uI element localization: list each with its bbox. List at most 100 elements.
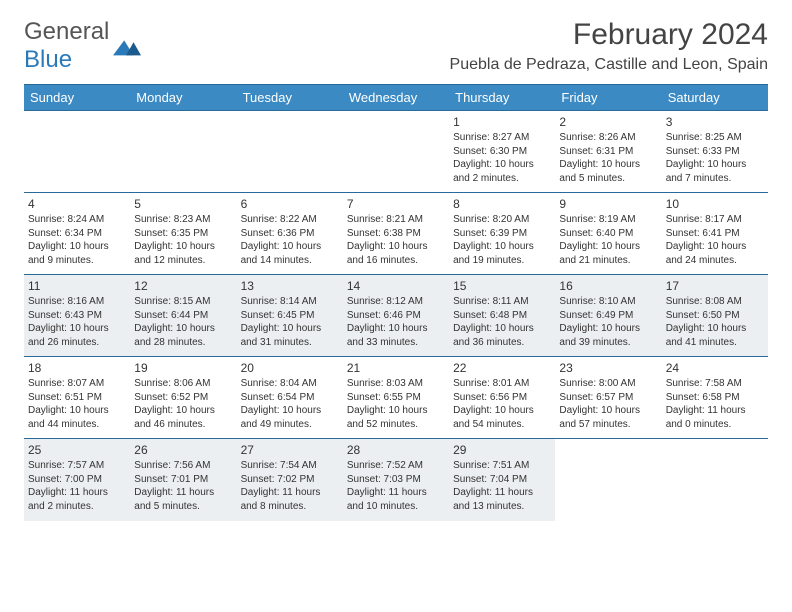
sunset-line: Sunset: 7:02 PM [241, 473, 339, 487]
sunrise-line: Sunrise: 8:26 AM [559, 131, 657, 145]
daylight-line: Daylight: 10 hours and 16 minutes. [347, 240, 445, 267]
day-number: 11 [28, 278, 126, 294]
sunrise-line: Sunrise: 8:11 AM [453, 295, 551, 309]
daylight-line: Daylight: 10 hours and 49 minutes. [241, 404, 339, 431]
logo-text-blue: Blue [24, 46, 72, 73]
calendar-cell: 20Sunrise: 8:04 AMSunset: 6:54 PMDayligh… [237, 357, 343, 439]
daylight-line: Daylight: 10 hours and 36 minutes. [453, 322, 551, 349]
day-number: 22 [453, 360, 551, 376]
day-number: 12 [134, 278, 232, 294]
sunset-line: Sunset: 6:34 PM [28, 227, 126, 241]
sunset-line: Sunset: 6:41 PM [666, 227, 764, 241]
calendar-cell: 12Sunrise: 8:15 AMSunset: 6:44 PMDayligh… [130, 275, 236, 357]
sunrise-line: Sunrise: 8:22 AM [241, 213, 339, 227]
daylight-line: Daylight: 10 hours and 26 minutes. [28, 322, 126, 349]
sunrise-line: Sunrise: 8:12 AM [347, 295, 445, 309]
daylight-line: Daylight: 10 hours and 9 minutes. [28, 240, 126, 267]
sunrise-line: Sunrise: 8:23 AM [134, 213, 232, 227]
month-title: February 2024 [450, 18, 768, 52]
day-header: Monday [130, 85, 236, 111]
calendar-cell: 1Sunrise: 8:27 AMSunset: 6:30 PMDaylight… [449, 111, 555, 193]
sunset-line: Sunset: 6:56 PM [453, 391, 551, 405]
sunrise-line: Sunrise: 8:19 AM [559, 213, 657, 227]
sunset-line: Sunset: 6:33 PM [666, 145, 764, 159]
daylight-line: Daylight: 11 hours and 10 minutes. [347, 486, 445, 513]
logo-text: General Blue [24, 18, 109, 74]
day-number: 10 [666, 196, 764, 212]
day-number: 15 [453, 278, 551, 294]
day-header: Wednesday [343, 85, 449, 111]
sunrise-line: Sunrise: 8:00 AM [559, 377, 657, 391]
daylight-line: Daylight: 10 hours and 5 minutes. [559, 158, 657, 185]
sunrise-line: Sunrise: 7:52 AM [347, 459, 445, 473]
daylight-line: Daylight: 10 hours and 57 minutes. [559, 404, 657, 431]
calendar-cell: 24Sunrise: 7:58 AMSunset: 6:58 PMDayligh… [662, 357, 768, 439]
day-number: 13 [241, 278, 339, 294]
calendar-cell: 17Sunrise: 8:08 AMSunset: 6:50 PMDayligh… [662, 275, 768, 357]
sunrise-line: Sunrise: 8:08 AM [666, 295, 764, 309]
location: Puebla de Pedraza, Castille and Leon, Sp… [450, 56, 768, 74]
sunrise-line: Sunrise: 8:03 AM [347, 377, 445, 391]
sunrise-line: Sunrise: 8:01 AM [453, 377, 551, 391]
day-number: 7 [347, 196, 445, 212]
sunrise-line: Sunrise: 8:15 AM [134, 295, 232, 309]
sunrise-line: Sunrise: 8:06 AM [134, 377, 232, 391]
calendar-table: SundayMondayTuesdayWednesdayThursdayFrid… [24, 84, 768, 521]
calendar-cell [555, 439, 661, 521]
day-number: 18 [28, 360, 126, 376]
sunrise-line: Sunrise: 8:04 AM [241, 377, 339, 391]
calendar-cell: 18Sunrise: 8:07 AMSunset: 6:51 PMDayligh… [24, 357, 130, 439]
day-number: 14 [347, 278, 445, 294]
sunset-line: Sunset: 6:54 PM [241, 391, 339, 405]
sunset-line: Sunset: 6:48 PM [453, 309, 551, 323]
day-number: 5 [134, 196, 232, 212]
sunset-line: Sunset: 7:01 PM [134, 473, 232, 487]
day-header: Sunday [24, 85, 130, 111]
daylight-line: Daylight: 10 hours and 21 minutes. [559, 240, 657, 267]
calendar-cell: 29Sunrise: 7:51 AMSunset: 7:04 PMDayligh… [449, 439, 555, 521]
daylight-line: Daylight: 10 hours and 31 minutes. [241, 322, 339, 349]
day-number: 21 [347, 360, 445, 376]
title-block: February 2024 Puebla de Pedraza, Castill… [450, 18, 768, 74]
calendar-cell: 28Sunrise: 7:52 AMSunset: 7:03 PMDayligh… [343, 439, 449, 521]
calendar-cell: 5Sunrise: 8:23 AMSunset: 6:35 PMDaylight… [130, 193, 236, 275]
calendar-cell: 14Sunrise: 8:12 AMSunset: 6:46 PMDayligh… [343, 275, 449, 357]
daylight-line: Daylight: 10 hours and 7 minutes. [666, 158, 764, 185]
day-number: 25 [28, 442, 126, 458]
sunset-line: Sunset: 6:45 PM [241, 309, 339, 323]
sunset-line: Sunset: 6:43 PM [28, 309, 126, 323]
day-number: 23 [559, 360, 657, 376]
calendar-cell: 11Sunrise: 8:16 AMSunset: 6:43 PMDayligh… [24, 275, 130, 357]
sunset-line: Sunset: 6:44 PM [134, 309, 232, 323]
sunset-line: Sunset: 6:50 PM [666, 309, 764, 323]
sunset-line: Sunset: 6:55 PM [347, 391, 445, 405]
day-number: 26 [134, 442, 232, 458]
day-number: 4 [28, 196, 126, 212]
calendar-cell: 21Sunrise: 8:03 AMSunset: 6:55 PMDayligh… [343, 357, 449, 439]
calendar-head: SundayMondayTuesdayWednesdayThursdayFrid… [24, 85, 768, 111]
daylight-line: Daylight: 11 hours and 13 minutes. [453, 486, 551, 513]
sunrise-line: Sunrise: 8:21 AM [347, 213, 445, 227]
daylight-line: Daylight: 10 hours and 28 minutes. [134, 322, 232, 349]
calendar-cell: 7Sunrise: 8:21 AMSunset: 6:38 PMDaylight… [343, 193, 449, 275]
sunset-line: Sunset: 7:04 PM [453, 473, 551, 487]
daylight-line: Daylight: 10 hours and 12 minutes. [134, 240, 232, 267]
sunrise-line: Sunrise: 8:24 AM [28, 213, 126, 227]
daylight-line: Daylight: 10 hours and 44 minutes. [28, 404, 126, 431]
sunrise-line: Sunrise: 8:27 AM [453, 131, 551, 145]
sunrise-line: Sunrise: 7:58 AM [666, 377, 764, 391]
day-number: 2 [559, 114, 657, 130]
sunrise-line: Sunrise: 8:25 AM [666, 131, 764, 145]
day-header: Friday [555, 85, 661, 111]
logo-text-general: General [24, 18, 109, 45]
sunrise-line: Sunrise: 8:17 AM [666, 213, 764, 227]
sunset-line: Sunset: 6:51 PM [28, 391, 126, 405]
sunset-line: Sunset: 6:52 PM [134, 391, 232, 405]
sunset-line: Sunset: 6:40 PM [559, 227, 657, 241]
day-number: 8 [453, 196, 551, 212]
sunset-line: Sunset: 6:30 PM [453, 145, 551, 159]
calendar-cell [662, 439, 768, 521]
daylight-line: Daylight: 10 hours and 14 minutes. [241, 240, 339, 267]
calendar-cell: 27Sunrise: 7:54 AMSunset: 7:02 PMDayligh… [237, 439, 343, 521]
calendar-cell: 2Sunrise: 8:26 AMSunset: 6:31 PMDaylight… [555, 111, 661, 193]
